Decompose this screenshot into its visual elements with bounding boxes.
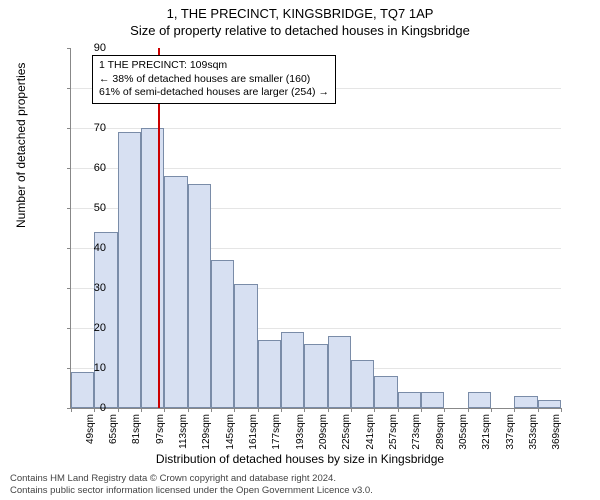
xtick-label: 289sqm <box>435 414 446 464</box>
xtick-label: 321sqm <box>481 414 492 464</box>
ytick-mark <box>67 288 71 289</box>
ytick-label: 70 <box>76 122 106 134</box>
ytick-mark <box>67 48 71 49</box>
histogram-bar <box>234 284 257 408</box>
ytick-mark <box>67 128 71 129</box>
annotation-line: ← 38% of detached houses are smaller (16… <box>99 73 329 87</box>
chart-subtitle: Size of property relative to detached ho… <box>0 21 600 42</box>
histogram-bar <box>211 260 234 408</box>
xtick-label: 273sqm <box>411 414 422 464</box>
xtick-mark <box>328 408 329 412</box>
histogram-bar <box>188 184 211 408</box>
y-axis-label: Number of detached properties <box>14 63 28 228</box>
ytick-label: 30 <box>76 282 106 294</box>
histogram-bar <box>328 336 351 408</box>
xtick-mark <box>304 408 305 412</box>
histogram-bar <box>258 340 281 408</box>
ytick-mark <box>67 168 71 169</box>
xtick-mark <box>118 408 119 412</box>
xtick-label: 161sqm <box>248 414 259 464</box>
xtick-label: 369sqm <box>551 414 562 464</box>
histogram-bar <box>281 332 304 408</box>
xtick-label: 129sqm <box>201 414 212 464</box>
xtick-label: 97sqm <box>155 414 166 464</box>
xtick-label: 49sqm <box>85 414 96 464</box>
histogram-bar <box>304 344 327 408</box>
xtick-mark <box>211 408 212 412</box>
ytick-mark <box>67 328 71 329</box>
ytick-mark <box>67 368 71 369</box>
xtick-mark <box>561 408 562 412</box>
xtick-label: 353sqm <box>528 414 539 464</box>
xtick-mark <box>281 408 282 412</box>
xtick-label: 145sqm <box>225 414 236 464</box>
histogram-bar <box>398 392 421 408</box>
xtick-mark <box>491 408 492 412</box>
xtick-mark <box>538 408 539 412</box>
histogram-bar <box>514 396 537 408</box>
xtick-mark <box>398 408 399 412</box>
ytick-label: 60 <box>76 162 106 174</box>
xtick-mark <box>351 408 352 412</box>
xtick-mark <box>164 408 165 412</box>
xtick-label: 65sqm <box>108 414 119 464</box>
ytick-label: 90 <box>76 42 106 54</box>
xtick-mark <box>421 408 422 412</box>
xtick-label: 177sqm <box>271 414 282 464</box>
histogram-bar <box>351 360 374 408</box>
xtick-mark <box>141 408 142 412</box>
ytick-label: 40 <box>76 242 106 254</box>
ytick-label: 50 <box>76 202 106 214</box>
histogram-bar <box>118 132 141 408</box>
annotation-line: 61% of semi-detached houses are larger (… <box>99 86 329 100</box>
xtick-mark <box>188 408 189 412</box>
ytick-mark <box>67 248 71 249</box>
xtick-mark <box>234 408 235 412</box>
histogram-bar <box>468 392 491 408</box>
xtick-label: 113sqm <box>178 414 189 464</box>
histogram-bar <box>164 176 187 408</box>
xtick-label: 225sqm <box>341 414 352 464</box>
annotation-box: 1 THE PRECINCT: 109sqm← 38% of detached … <box>92 55 336 104</box>
histogram-bar <box>141 128 164 408</box>
histogram-bar <box>374 376 397 408</box>
xtick-mark <box>514 408 515 412</box>
ytick-label: 10 <box>76 362 106 374</box>
xtick-label: 305sqm <box>458 414 469 464</box>
xtick-label: 193sqm <box>295 414 306 464</box>
footer-line1: Contains HM Land Registry data © Crown c… <box>10 473 373 485</box>
xtick-label: 209sqm <box>318 414 329 464</box>
xtick-label: 81sqm <box>131 414 142 464</box>
page-title: 1, THE PRECINCT, KINGSBRIDGE, TQ7 1AP <box>0 0 600 21</box>
xtick-mark <box>71 408 72 412</box>
ytick-mark <box>67 88 71 89</box>
xtick-mark <box>444 408 445 412</box>
footer-attribution: Contains HM Land Registry data © Crown c… <box>10 473 373 497</box>
footer-line2: Contains public sector information licen… <box>10 485 373 497</box>
histogram-bar <box>421 392 444 408</box>
ytick-label: 0 <box>76 402 106 414</box>
histogram-bar <box>538 400 561 408</box>
xtick-mark <box>468 408 469 412</box>
histogram-bar <box>94 232 117 408</box>
xtick-label: 337sqm <box>505 414 516 464</box>
xtick-mark <box>258 408 259 412</box>
xtick-label: 241sqm <box>365 414 376 464</box>
xtick-label: 257sqm <box>388 414 399 464</box>
ytick-mark <box>67 208 71 209</box>
xtick-mark <box>374 408 375 412</box>
annotation-line: 1 THE PRECINCT: 109sqm <box>99 59 329 73</box>
ytick-label: 20 <box>76 322 106 334</box>
